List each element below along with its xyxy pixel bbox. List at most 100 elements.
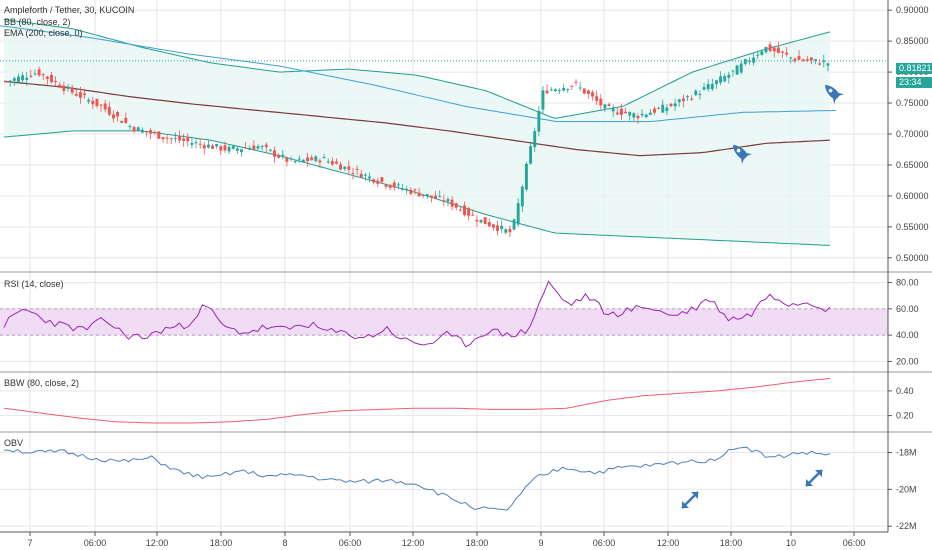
arrow-head — [815, 470, 822, 477]
candle-body — [37, 69, 41, 76]
candle-body — [727, 74, 731, 78]
rsi-panel-label[interactable]: RSI (14, close) — [4, 279, 64, 289]
y-tick-label: 0.60000 — [896, 191, 929, 201]
arrow-head — [682, 501, 689, 508]
price-panel — [0, 19, 888, 246]
candle-body — [219, 146, 223, 151]
candle-body — [120, 121, 124, 123]
candle-body — [227, 146, 231, 152]
candle-body — [562, 87, 566, 91]
candle-body — [99, 104, 103, 106]
bb-indicator-label[interactable]: BB (80, close, 2) — [4, 17, 71, 27]
candle-body — [116, 111, 120, 117]
candle-body — [442, 200, 446, 203]
candle-body — [653, 108, 656, 113]
last-price-tag: 0.81821 — [896, 63, 932, 74]
candle-body — [339, 164, 343, 170]
candle-body — [165, 137, 169, 139]
candle-body — [822, 60, 826, 63]
candle-body — [508, 228, 512, 233]
candle-body — [372, 179, 376, 183]
candle-body — [54, 80, 58, 82]
bbw-panel-label[interactable]: BBW (80, close, 2) — [4, 378, 80, 388]
x-tick-label: 8 — [282, 538, 287, 548]
candle-body — [702, 87, 706, 90]
candle-body — [132, 127, 136, 132]
candle-body — [293, 160, 297, 162]
candle-body — [520, 186, 524, 207]
candle-body — [826, 63, 830, 66]
candle-body — [178, 135, 181, 141]
candle-body — [347, 166, 351, 170]
candle-body — [297, 158, 301, 160]
candle-body — [4, 80, 8, 82]
candle-body — [743, 59, 747, 64]
candle-body — [91, 100, 95, 105]
candle-body — [438, 196, 442, 198]
candle-body — [516, 203, 520, 225]
candle-body — [252, 145, 256, 150]
candle-body — [223, 145, 227, 151]
candle-body — [434, 195, 438, 199]
candle-body — [29, 75, 33, 77]
candle-body — [814, 59, 817, 61]
candle-body — [615, 112, 619, 115]
ema-fast-line — [0, 25, 837, 123]
rocket-body — [732, 144, 748, 160]
candle-body — [681, 98, 685, 102]
candle-body — [240, 149, 243, 153]
candle-body — [273, 150, 276, 157]
candle-body — [636, 115, 640, 119]
candle-body — [314, 156, 318, 161]
candle-body — [25, 77, 29, 80]
arrow-head — [691, 492, 698, 499]
candle-body — [719, 76, 723, 83]
candle-body — [17, 76, 20, 83]
x-tick-label: 9 — [538, 538, 543, 548]
candle-body — [690, 98, 694, 100]
candle-body — [475, 219, 479, 222]
rsi-panel — [0, 280, 888, 348]
candle-body — [574, 81, 578, 83]
candle-body — [103, 103, 107, 110]
x-tick-label: 06:00 — [84, 538, 107, 548]
candle-body — [479, 219, 483, 223]
candle-body — [388, 184, 392, 188]
candle-body — [772, 47, 776, 52]
candle-body — [260, 146, 264, 148]
candle-body — [731, 70, 735, 72]
candle-body — [244, 147, 248, 149]
candle-body — [723, 76, 727, 82]
candle-body — [471, 214, 475, 216]
candle-body — [566, 89, 570, 91]
candle-body — [512, 219, 516, 230]
x-tick-label: 18:00 — [466, 538, 489, 548]
obv-panel-label[interactable]: OBV — [4, 438, 24, 448]
candle-body — [194, 142, 198, 144]
candle-body — [446, 199, 450, 202]
candle-body — [764, 46, 768, 53]
candle-body — [785, 52, 789, 55]
candle-body — [628, 112, 632, 116]
y-tick-label: -18M — [896, 448, 917, 458]
candle-body — [657, 107, 661, 109]
candle-body — [285, 157, 289, 162]
candle-body — [591, 92, 594, 97]
candle-body — [748, 60, 751, 62]
candle-body — [483, 217, 487, 225]
candle-body — [793, 58, 797, 62]
candle-body — [41, 74, 45, 76]
candle-body — [21, 75, 25, 81]
candle-body — [149, 130, 153, 134]
bbw-line — [3, 378, 831, 424]
y-tick-label: 60.00 — [896, 304, 919, 314]
candle-body — [648, 112, 652, 115]
y-tick-label: 0.90000 — [896, 5, 929, 15]
candle-body — [215, 143, 219, 147]
x-tick-label: 10 — [786, 538, 796, 548]
candle-body — [545, 90, 549, 94]
ema-indicator-label[interactable]: EMA (200, close, 0) — [4, 28, 83, 38]
candle-body — [83, 93, 86, 95]
